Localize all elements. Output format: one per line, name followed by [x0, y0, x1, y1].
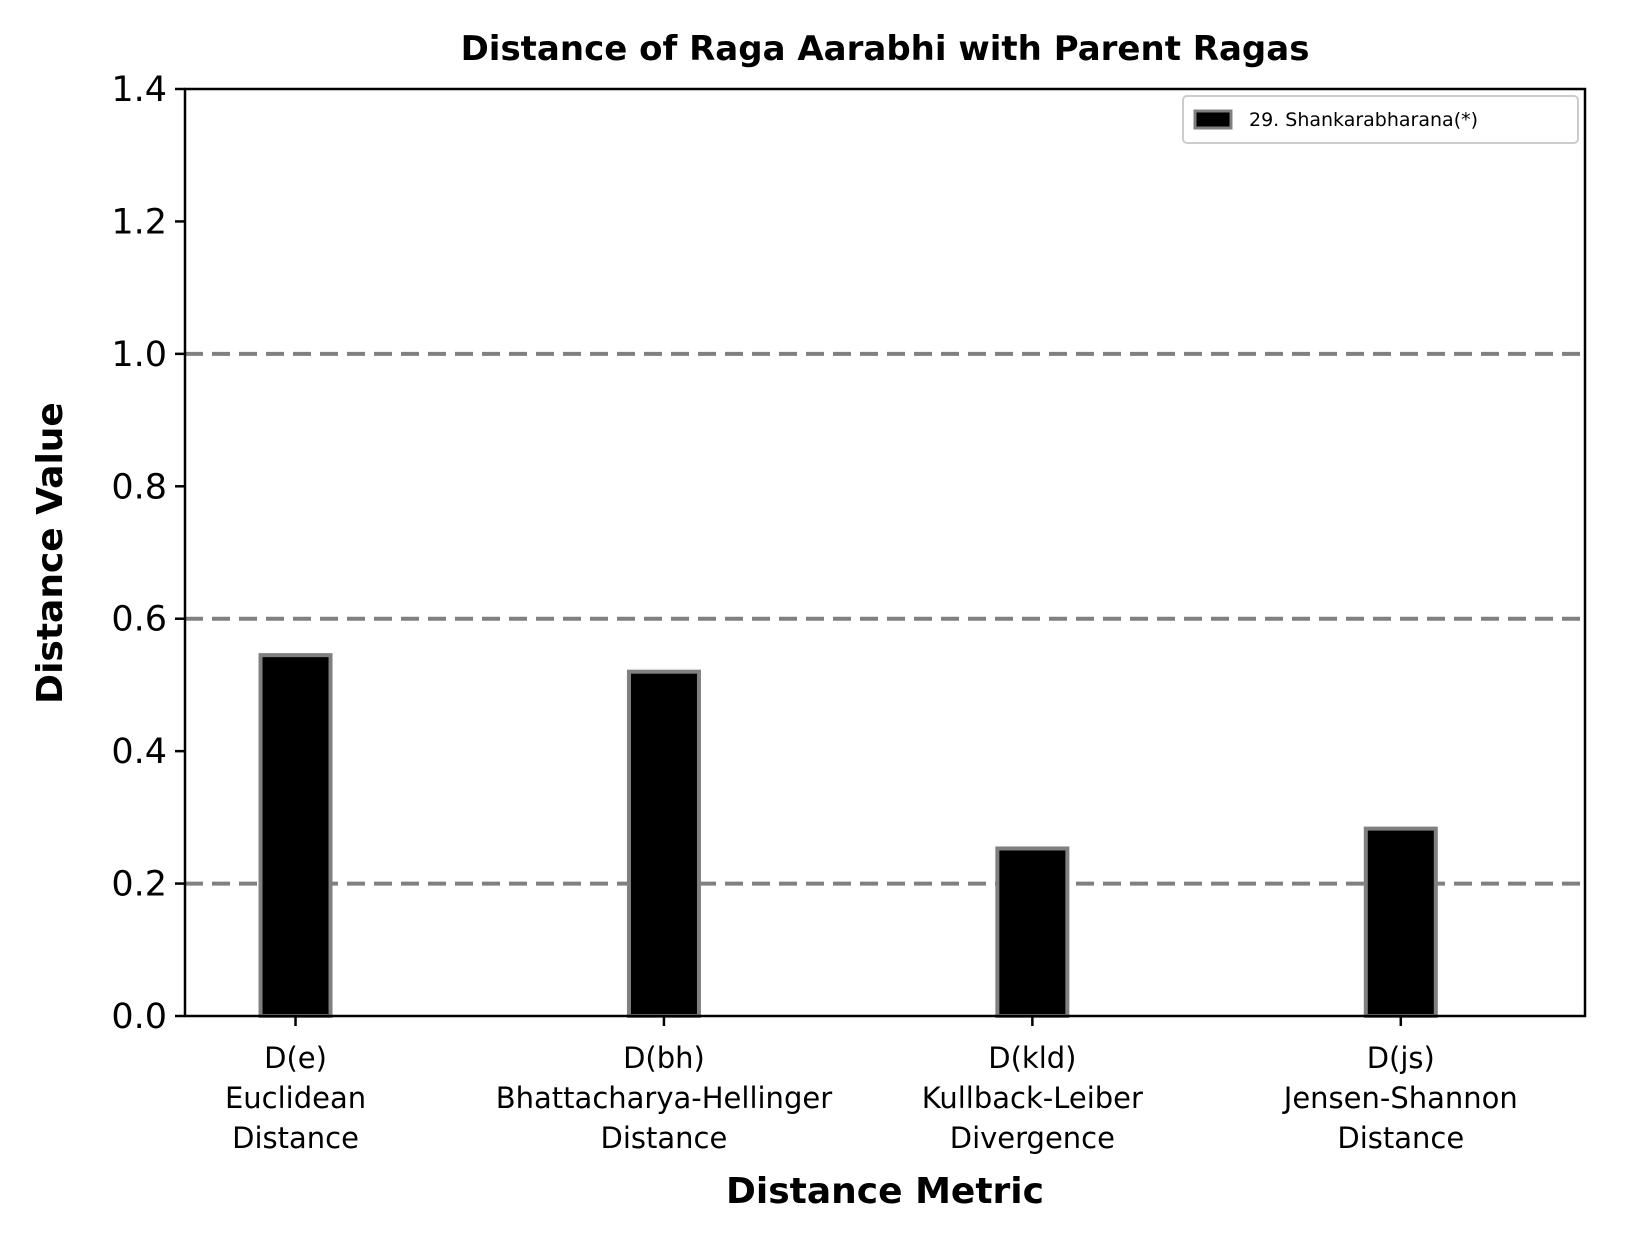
y-axis-label: Distance Value [30, 402, 71, 704]
bar-2 [995, 846, 1070, 1018]
chart-title: Distance of Raga Aarabhi with Parent Rag… [461, 29, 1310, 69]
x-tick-label-3-1: Jensen-Shannon [1282, 1081, 1518, 1115]
plot-area: 0.0 0.2 0.4 0.6 0.8 1.0 1.2 1.4 D(e) Euclidean Dis… [111, 70, 1587, 1155]
x-tick-label-0-0: D(e) [264, 1041, 327, 1075]
legend-label: 29. Shankarabharana(*) [1249, 109, 1478, 131]
y-tick-label-1: 0.2 [111, 865, 167, 905]
x-tick-label-0-2: Distance [232, 1121, 359, 1155]
bar-0 [258, 653, 333, 1018]
y-tick-label-3: 0.6 [111, 600, 167, 640]
y-tick-label-6: 1.2 [111, 202, 167, 242]
x-tick-label-2-2: Divergence [950, 1121, 1115, 1155]
x-tick-label-2-1: Kullback-Leiber [922, 1081, 1143, 1115]
x-tick-label-1-0: D(bh) [623, 1041, 705, 1075]
y-tick-label-5: 1.0 [111, 335, 167, 375]
y-tick-label-2: 0.4 [111, 732, 167, 772]
x-tick-label-2-0: D(kld) [988, 1041, 1076, 1075]
y-tick-label-7: 1.4 [111, 70, 167, 110]
x-tick-label-3-2: Distance [1337, 1121, 1464, 1155]
x-tick-label-0-1: Euclidean [225, 1081, 366, 1115]
bar-3 [1363, 826, 1438, 1019]
legend-swatch [1193, 109, 1233, 130]
y-tick-label-0: 0.0 [111, 997, 167, 1037]
legend-box [1182, 95, 1579, 144]
x-tick-label-3-0: D(js) [1367, 1041, 1435, 1075]
x-tick-label-1-1: Bhattacharya-Hellinger [496, 1081, 832, 1115]
y-tick-label-4: 0.8 [111, 467, 167, 507]
plot-frame [183, 87, 1587, 1018]
x-axis-label: Distance Metric [726, 1171, 1044, 1212]
bar-1 [626, 669, 701, 1019]
x-tick-label-1-2: Distance [601, 1121, 728, 1155]
